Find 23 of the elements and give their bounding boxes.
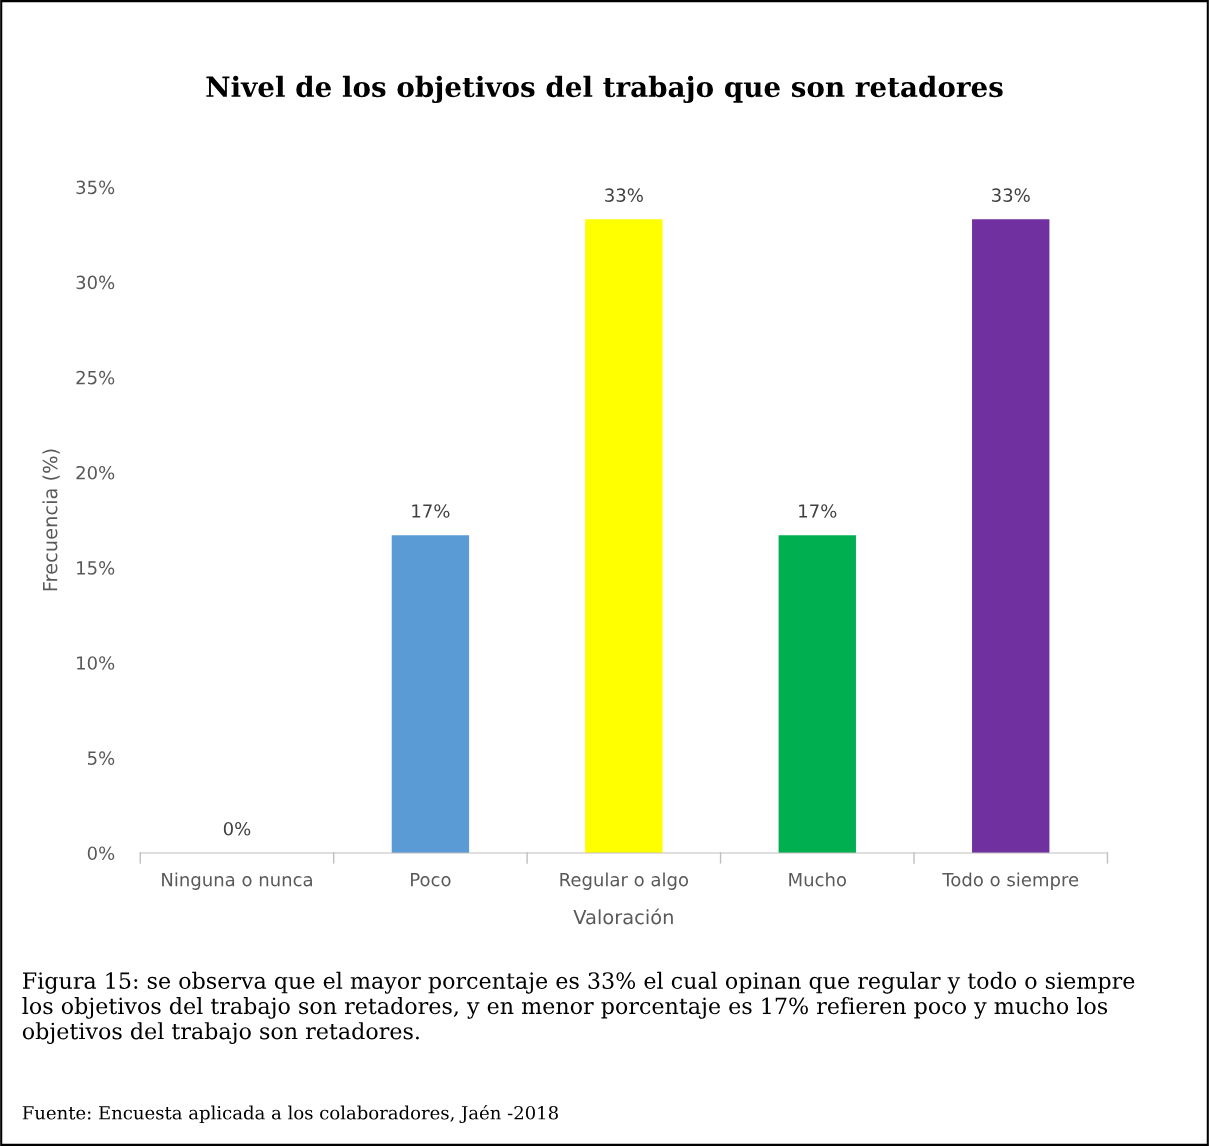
y-tick-label: 25% — [76, 370, 115, 385]
x-tick-label: Poco — [411, 872, 451, 887]
x-tick-label: Regular o algo — [560, 872, 689, 890]
y-axis-title: Frecuencia (%) — [42, 449, 60, 591]
chart-title: Nivel de los objetivos del trabajo que son retadores — [206, 75, 1003, 104]
y-tick-label: 5% — [87, 751, 115, 765]
x-axis-title: Valoración — [573, 908, 673, 925]
y-tick-label: 30% — [76, 275, 115, 290]
data-label: 17% — [799, 504, 837, 518]
x-tick-label: Mucho — [789, 872, 847, 887]
y-tick-label: 15% — [77, 561, 115, 575]
data-label: 33% — [605, 188, 643, 202]
y-tick-label: 35% — [76, 180, 115, 195]
y-tick-label: 20% — [76, 465, 115, 480]
x-tick-label: Ninguna o nunca — [162, 872, 312, 890]
data-label: 17% — [412, 504, 450, 518]
x-tick-label: Todo o siempre — [942, 872, 1079, 890]
y-tick-label: 0% — [87, 846, 115, 861]
text: Figura 15: se observa que el mayor porcentaje es 33% el cual opinan que regular y todo o siempre los objetivos del trabajo son retadores, y en menor porcentaje es 17% refieren poco y mucho los objetivos del trabajo son retadores. — [22, 971, 1135, 1045]
data-label: 33% — [992, 188, 1030, 202]
source-note: Fuente: Encuesta aplicada a los colaboradores, Jaén -2018 — [22, 1104, 558, 1124]
data-label: 0% — [223, 821, 251, 836]
y-tick-label: 10% — [77, 656, 115, 670]
